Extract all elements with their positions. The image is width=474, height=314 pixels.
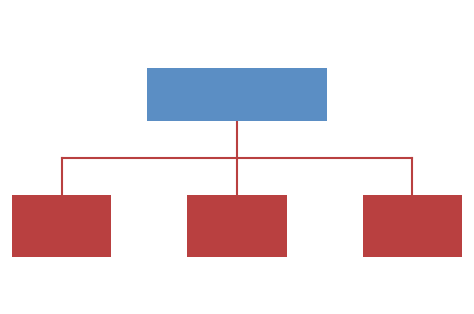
Text: Igneous Rock: Igneous Rock [9, 219, 114, 233]
Text: Geological Classification: Geological Classification [133, 87, 341, 102]
Text: Metamorphic
Rock: Metamorphic Rock [361, 211, 464, 241]
Text: Sedimentary
Rock: Sedimentary Rock [187, 211, 287, 241]
